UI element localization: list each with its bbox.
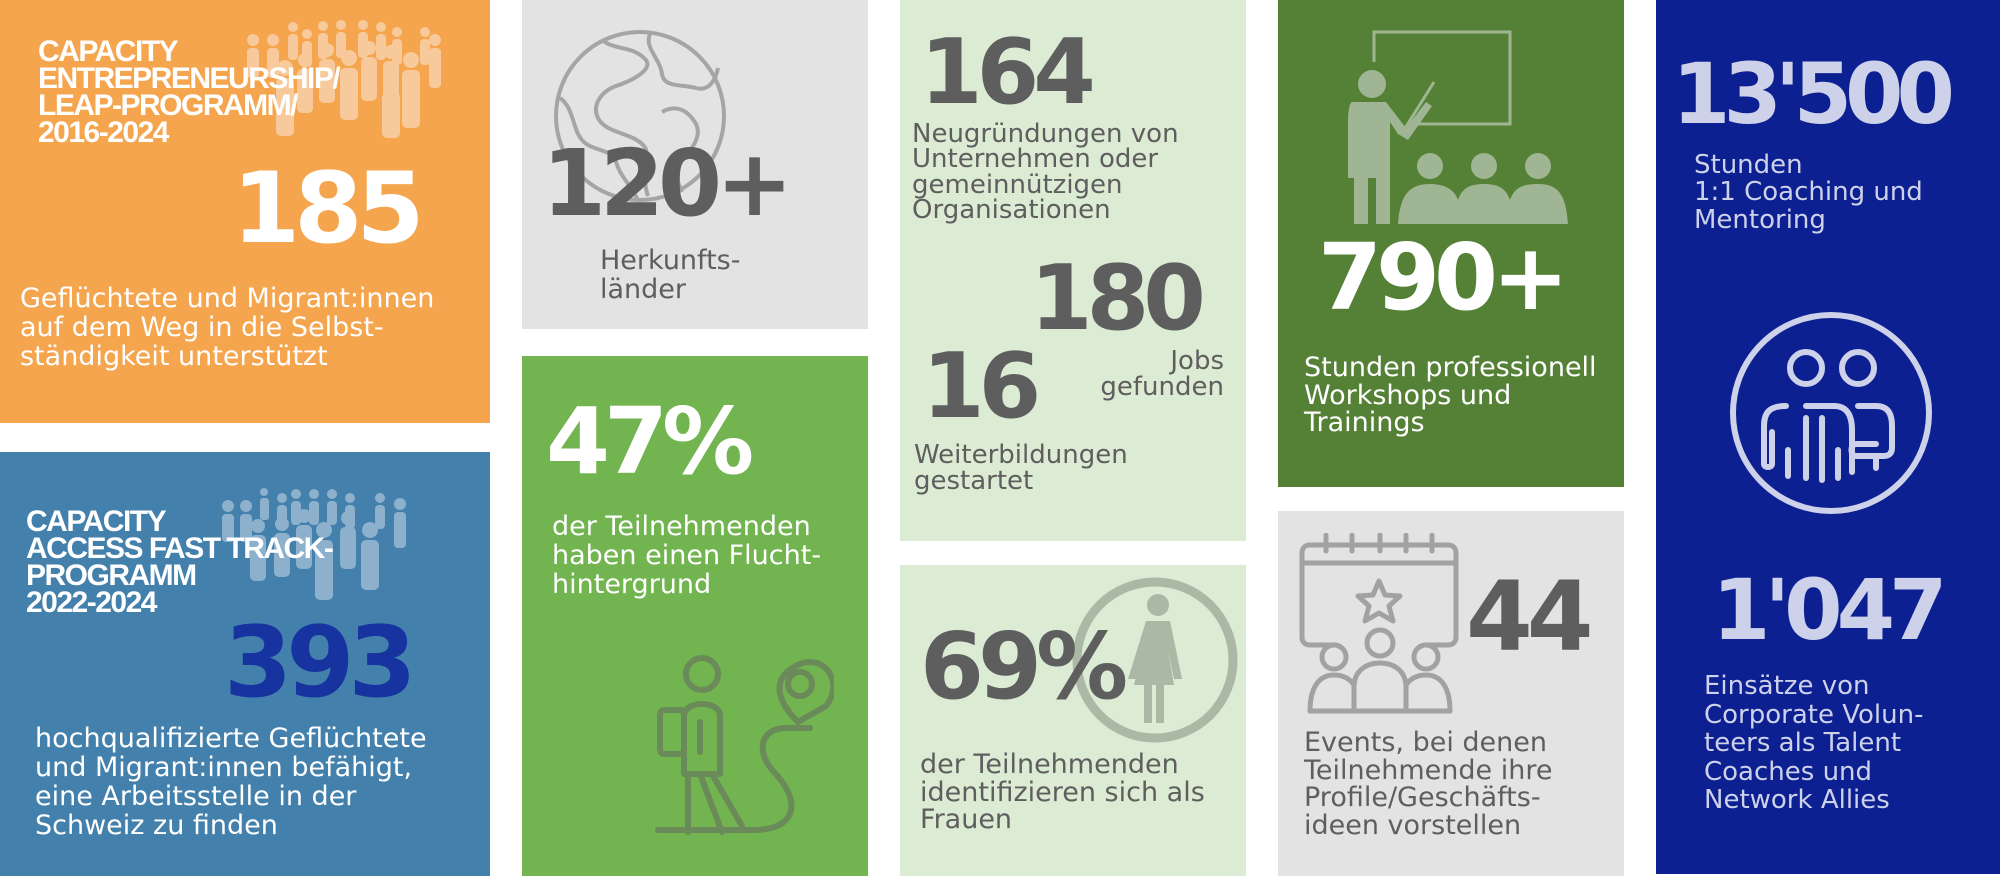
stat-description: Events, bei denen Teilnehmende ihre Prof… xyxy=(1304,727,1553,841)
stat-description: Stunden professionell Workshops und Trai… xyxy=(1304,352,1597,439)
stat-description: hochqualifizierte Geflüchtete und Migran… xyxy=(35,723,427,842)
stat-number: 790+ xyxy=(1318,224,1569,331)
tile-refugee-background: 47% der Teilnehmenden haben einen Flucht… xyxy=(522,356,868,876)
stat-number-volunteers: 1'047 xyxy=(1712,561,1948,659)
stat-number: 393 xyxy=(224,606,417,720)
stat-description: Herkunfts- länder xyxy=(600,245,741,306)
tile-women: 69% der Teilnehmenden identifizieren sic… xyxy=(900,565,1246,876)
stat-description-foundings: Neugründungen von Unternehmen oder gemei… xyxy=(912,119,1179,226)
stat-description-trainings: Weiterbildungen gestartet xyxy=(914,440,1128,496)
stat-description: der Teilnehmenden identifizieren sich al… xyxy=(920,749,1205,836)
tile-events: 44 Events, bei denen Teilnehmende ihre P… xyxy=(1278,511,1624,876)
stat-number: 120+ xyxy=(542,130,793,237)
tile-coaching-volunteers: 13'500 Stunden 1:1 Coaching und Mentorin… xyxy=(1656,0,2000,874)
two-people-circle-icon xyxy=(1730,312,1932,514)
tile-leap-programm: CAPACITY ENTREPRENEURSHIP/ LEAP-PROGRAMM… xyxy=(0,0,490,423)
tile-workshops: 790+ Stunden professionell Workshops und… xyxy=(1278,0,1624,487)
program-title: CAPACITY ENTREPRENEURSHIP/ LEAP-PROGRAMM… xyxy=(38,35,341,149)
teacher-class-icon xyxy=(1348,30,1568,224)
stat-number: 185 xyxy=(232,152,425,266)
globe-icon xyxy=(554,30,726,202)
stat-description: Geflüchtete und Migrant:innen auf dem We… xyxy=(20,283,435,373)
stat-number-jobs: 180 xyxy=(1030,246,1206,351)
woman-circle-icon xyxy=(1072,577,1238,743)
stat-description-volunteers: Einsätze von Corporate Volun- teers als … xyxy=(1704,671,1924,816)
calendar-star-people-icon xyxy=(1299,533,1459,714)
crowd-icon xyxy=(247,20,441,138)
stat-number-trainings: 16 xyxy=(922,334,1041,439)
stat-number: 44 xyxy=(1466,561,1594,673)
stat-description: der Teilnehmenden haben einen Flucht- hi… xyxy=(552,511,822,601)
stat-description-coaching: Stunden 1:1 Coaching und Mentoring xyxy=(1694,150,1923,235)
stat-number: 69% xyxy=(920,613,1128,720)
stat-number: 47% xyxy=(546,388,754,495)
stat-description-jobs: Jobs gefunden xyxy=(1100,346,1224,402)
stat-number-coaching: 13'500 xyxy=(1672,45,1955,143)
stat-number-foundings: 164 xyxy=(920,20,1096,125)
crowd-icon xyxy=(222,488,406,600)
tile-countries: 120+ Herkunfts- länder xyxy=(522,0,868,329)
tile-access-fast-track: CAPACITY ACCESS FAST TRACK- PROGRAMM 202… xyxy=(0,452,490,876)
program-title: CAPACITY ACCESS FAST TRACK- PROGRAMM 202… xyxy=(26,505,334,619)
hiker-location-icon xyxy=(655,655,834,835)
tile-foundings-jobs-trainings: 164 Neugründungen von Unternehmen oder g… xyxy=(900,0,1246,541)
